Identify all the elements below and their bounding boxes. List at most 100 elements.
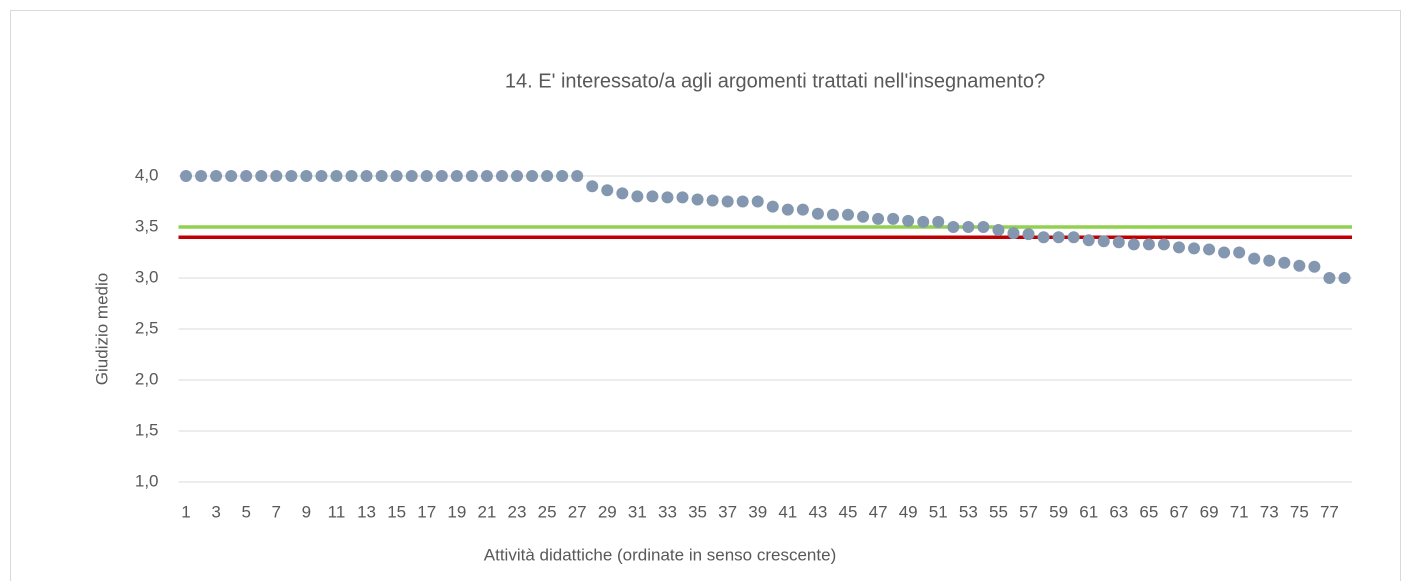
data-point <box>1338 272 1351 284</box>
data-point <box>676 191 689 204</box>
data-point <box>1293 259 1306 272</box>
x-tick-label: 3 <box>211 502 220 521</box>
data-point <box>586 180 599 193</box>
data-point <box>556 170 569 182</box>
x-tick-label: 5 <box>241 502 250 521</box>
x-tick-label: 59 <box>1049 502 1068 521</box>
data-point <box>661 191 674 204</box>
x-tick-label: 55 <box>989 502 1008 521</box>
data-point <box>225 170 238 182</box>
data-point <box>826 208 839 221</box>
x-tick-label: 31 <box>628 502 647 521</box>
chart-border <box>10 10 1401 581</box>
data-point <box>571 170 584 182</box>
x-tick-label: 77 <box>1320 502 1339 521</box>
x-tick-label: 49 <box>899 502 918 521</box>
data-point <box>390 170 403 182</box>
data-point <box>706 194 719 207</box>
x-tick-label: 35 <box>688 502 707 521</box>
data-point <box>435 170 448 182</box>
data-point <box>420 170 433 182</box>
data-point <box>360 170 373 182</box>
data-point <box>872 212 885 225</box>
data-point <box>1022 228 1035 241</box>
data-point <box>1127 238 1140 251</box>
data-point <box>887 212 900 225</box>
x-tick-label: 43 <box>808 502 827 521</box>
data-point <box>1203 243 1216 256</box>
data-point <box>375 170 388 182</box>
data-point <box>721 195 734 208</box>
x-tick-label: 15 <box>387 502 406 521</box>
x-tick-label: 27 <box>568 502 587 521</box>
data-point <box>285 170 298 182</box>
data-point <box>947 221 960 233</box>
data-point <box>1323 272 1336 284</box>
data-point <box>315 170 328 182</box>
data-point <box>1052 231 1065 244</box>
x-tick-label: 73 <box>1260 502 1279 521</box>
x-tick-label: 51 <box>929 502 948 521</box>
data-point <box>601 184 614 197</box>
data-point <box>1082 234 1095 247</box>
data-point <box>977 221 990 233</box>
data-point <box>1188 242 1201 255</box>
x-tick-label: 17 <box>417 502 436 521</box>
x-tick-label: 45 <box>839 502 858 521</box>
x-tick-label: 23 <box>508 502 527 521</box>
data-point <box>180 170 193 182</box>
data-point <box>992 224 1005 237</box>
x-tick-label: 13 <box>357 502 376 521</box>
data-point <box>766 200 779 213</box>
data-point <box>465 170 478 182</box>
data-point <box>1233 246 1246 259</box>
data-point <box>1007 227 1020 240</box>
data-point <box>345 170 358 182</box>
y-tick-label: 3,5 <box>135 216 159 235</box>
data-point <box>511 170 524 182</box>
data-point <box>781 203 794 216</box>
data-point <box>526 170 539 182</box>
y-tick-label: 2,0 <box>135 369 159 388</box>
x-tick-label: 53 <box>959 502 978 521</box>
x-tick-label: 75 <box>1290 502 1309 521</box>
y-axis-label: Giudizio medio <box>92 273 111 385</box>
x-axis-label: Attività didattiche (ordinate in senso c… <box>484 545 836 564</box>
data-point <box>1157 238 1170 251</box>
x-tick-label: 63 <box>1109 502 1128 521</box>
y-tick-label: 4,0 <box>135 165 159 184</box>
data-point <box>1172 241 1185 254</box>
data-point <box>405 170 418 182</box>
data-point <box>631 190 644 203</box>
data-point <box>1248 252 1261 265</box>
x-tick-label: 41 <box>778 502 797 521</box>
data-point <box>1308 260 1321 273</box>
data-point <box>616 187 629 200</box>
y-tick-label: 3,0 <box>135 267 159 286</box>
data-point <box>1278 256 1291 269</box>
data-point <box>917 215 930 228</box>
data-point <box>962 221 975 233</box>
x-tick-label: 57 <box>1019 502 1038 521</box>
data-point <box>646 190 659 203</box>
x-tick-label: 67 <box>1170 502 1189 521</box>
data-point <box>1097 235 1110 248</box>
data-point <box>1218 246 1231 259</box>
data-point <box>796 203 809 216</box>
data-point <box>902 214 915 227</box>
y-tick-label: 1,5 <box>135 420 159 439</box>
data-point <box>195 170 208 182</box>
x-tick-label: 9 <box>302 502 311 521</box>
x-tick-label: 39 <box>748 502 767 521</box>
data-point <box>751 195 764 208</box>
x-tick-label: 21 <box>477 502 496 521</box>
data-point <box>1142 238 1155 251</box>
data-point <box>330 170 343 182</box>
data-point <box>857 210 870 223</box>
data-point <box>495 170 508 182</box>
data-point <box>240 170 253 182</box>
x-tick-label: 47 <box>869 502 888 521</box>
data-point <box>541 170 554 182</box>
data-point <box>1263 254 1276 267</box>
data-point <box>811 207 824 220</box>
